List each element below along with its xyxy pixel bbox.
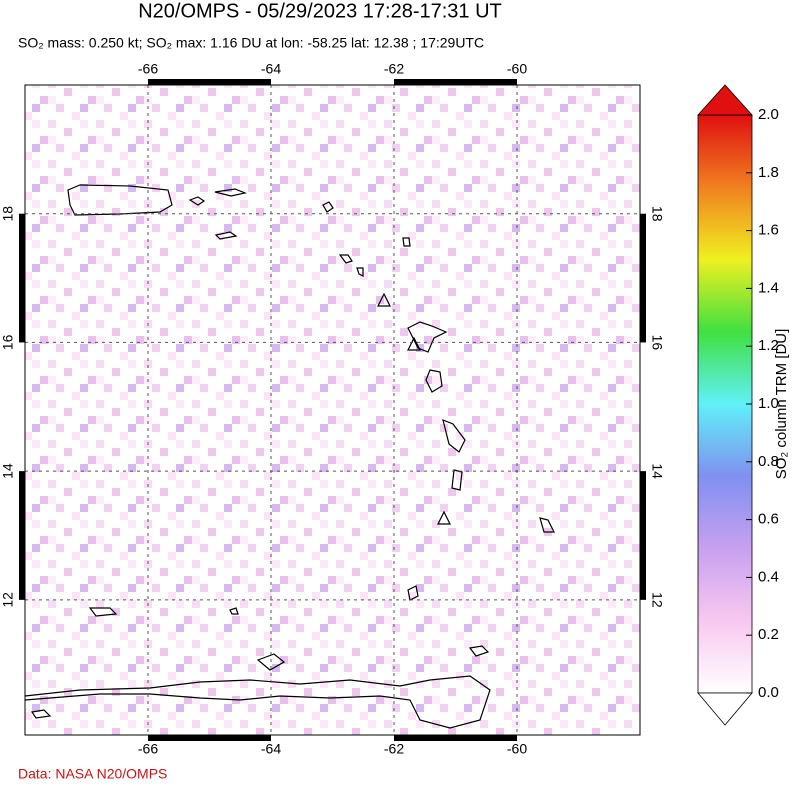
source-credit: Data: NASA N20/OMPS xyxy=(18,766,167,782)
frame-bar xyxy=(640,213,646,343)
frame-bar xyxy=(148,735,271,741)
frame-bar xyxy=(640,471,646,600)
colorbar-tick-label: 0.8 xyxy=(758,453,779,470)
colorbar xyxy=(697,114,753,694)
colorbar-tick-label: 1.8 xyxy=(758,164,779,181)
colorbar-tick-label: 0.2 xyxy=(758,626,779,643)
x-tick-label-top: -66 xyxy=(138,61,158,77)
colorbar-tick-label: 1.6 xyxy=(758,222,779,239)
colorbar-tick-label: 1.4 xyxy=(758,279,779,296)
frame-bar xyxy=(394,79,517,85)
x-tick-label-bottom: -64 xyxy=(261,741,281,757)
y-tick-label-right: 18 xyxy=(649,206,665,222)
subtitle: SO₂ mass: 0.250 kt; SO₂ max: 1.16 DU at … xyxy=(18,35,484,51)
y-tick-label-right: 12 xyxy=(649,592,665,608)
y-tick-label-right: 16 xyxy=(649,335,665,351)
frame-bar xyxy=(394,735,517,741)
y-tick-label-right: 14 xyxy=(649,463,665,479)
x-tick-label-bottom: -62 xyxy=(384,741,404,757)
map-background xyxy=(25,85,640,735)
colorbar-tick-label: 1.0 xyxy=(758,395,779,412)
x-tick-label-bottom: -60 xyxy=(507,741,527,757)
colorbar-label: SO₂ column TRM [DU] xyxy=(773,329,790,480)
coastlines xyxy=(24,184,555,729)
y-tick-label-left: 18 xyxy=(0,206,16,222)
y-tick-label-left: 14 xyxy=(0,463,16,479)
frame-bar xyxy=(148,79,271,85)
x-tick-label-top: -60 xyxy=(507,61,527,77)
colorbar-extend-min xyxy=(697,692,753,726)
colorbar-tick-label: 2.0 xyxy=(758,106,779,123)
colorbar-tick-label: 0.0 xyxy=(758,684,779,701)
colorbar-extend-max xyxy=(697,84,753,116)
colorbar-tick-label: 0.6 xyxy=(758,511,779,528)
colorbar-tick-label: 0.4 xyxy=(758,568,779,585)
frame-bar xyxy=(19,471,25,600)
y-tick-label-left: 12 xyxy=(0,592,16,608)
map-frame xyxy=(24,84,641,736)
title: N20/OMPS - 05/29/2023 17:28-17:31 UT xyxy=(138,0,502,22)
x-tick-label-top: -62 xyxy=(384,61,404,77)
y-tick-label-left: 16 xyxy=(0,334,16,350)
x-tick-label-top: -64 xyxy=(261,61,281,77)
frame-bar xyxy=(19,213,25,343)
colorbar-tick-label: 1.2 xyxy=(758,337,779,354)
x-tick-label-bottom: -66 xyxy=(138,741,158,757)
